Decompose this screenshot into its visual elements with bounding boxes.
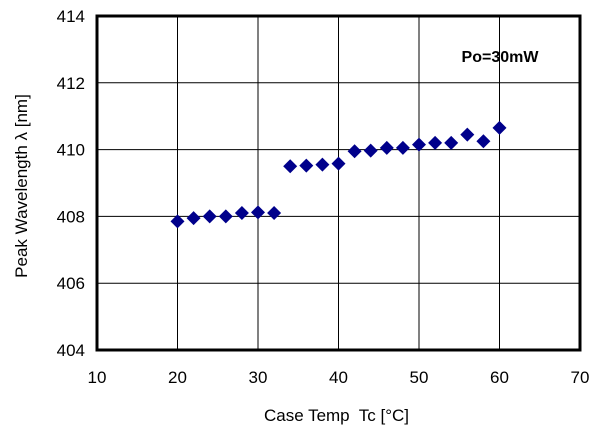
data-point (412, 137, 426, 152)
x-tick-label: 50 (410, 368, 429, 387)
data-point (347, 144, 362, 159)
y-tick-labels: 404 406 408 410 412 414 (57, 7, 85, 360)
data-point (315, 157, 330, 172)
data-point (492, 120, 507, 135)
x-tick-label: 30 (249, 368, 268, 387)
y-tick-label: 408 (57, 207, 85, 226)
data-point (395, 140, 410, 155)
data-point (170, 214, 185, 229)
y-tick-label: 406 (57, 274, 85, 293)
data-point (460, 127, 475, 142)
x-tick-label: 10 (88, 368, 107, 387)
plot-frame (95, 14, 582, 352)
data-point (218, 209, 233, 224)
y-tick-label: 404 (57, 341, 85, 360)
data-point (186, 211, 201, 226)
data-point (363, 143, 378, 158)
x-tick-label: 60 (490, 368, 509, 387)
y-axis-label: Peak Wavelength λ [nm] (12, 94, 31, 278)
data-point (299, 158, 314, 173)
x-tick-labels: 10 20 30 40 50 60 70 (88, 368, 590, 387)
x-tick-label: 70 (571, 368, 590, 387)
data-point (283, 159, 298, 174)
data-point (476, 134, 491, 149)
data-point (444, 135, 459, 150)
data-point (202, 209, 217, 224)
data-point (428, 135, 443, 150)
data-points (170, 120, 507, 229)
x-tick-label: 20 (168, 368, 187, 387)
data-point (234, 206, 249, 221)
grid-lines (96, 15, 581, 351)
y-tick-label: 410 (57, 141, 85, 160)
annotation-label: Po=30mW (462, 49, 540, 66)
data-point (267, 206, 282, 221)
y-tick-label: 414 (57, 7, 85, 26)
data-point (331, 156, 346, 171)
data-point (251, 205, 265, 220)
y-tick-label: 412 (57, 74, 85, 93)
data-point (379, 140, 394, 155)
x-axis-label: Case Temp Tc [°C] (264, 406, 409, 425)
x-tick-label: 40 (329, 368, 348, 387)
